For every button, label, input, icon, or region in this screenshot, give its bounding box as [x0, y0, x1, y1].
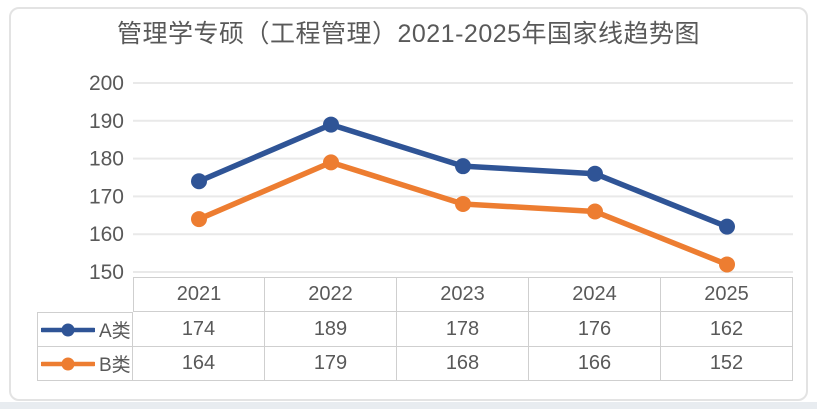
- value-cell-b-2021: 164: [133, 347, 265, 381]
- y-axis-tick-label: 190: [89, 110, 124, 133]
- value-cell-b-2024: 166: [529, 347, 661, 381]
- series-a-label: A类: [99, 321, 131, 342]
- year-header-cell: 2025: [661, 277, 793, 312]
- value-cell-a-2024: 176: [529, 312, 661, 347]
- value-cell-a-2022: 189: [265, 312, 397, 347]
- value-cell-b-2025: 152: [661, 347, 793, 381]
- y-axis-tick-label: 160: [89, 223, 124, 246]
- year-header-cell: 2022: [265, 277, 397, 312]
- series-a-legend-key-icon: [41, 323, 95, 336]
- year-header-cell: 2021: [133, 277, 265, 312]
- y-axis-tick-label: 200: [89, 72, 124, 95]
- page-bottom-strip: [0, 402, 817, 409]
- value-cell-a-2023: 178: [397, 312, 529, 347]
- year-header-cell: 2024: [529, 277, 661, 312]
- series-b-label: B类: [99, 355, 131, 376]
- value-cell-b-2023: 168: [397, 347, 529, 381]
- series-b-legend-cell: B类: [37, 347, 133, 381]
- value-cell-b-2022: 179: [265, 347, 397, 381]
- series-a-legend-cell: A类: [37, 312, 133, 347]
- value-cell-a-2025: 162: [661, 312, 793, 347]
- table-corner-cell: [37, 277, 133, 312]
- data-table: 2021 2022 2023 2024 2025 A类 174 189 178 …: [37, 277, 793, 381]
- y-axis-tick-label: 180: [89, 148, 124, 171]
- value-cell-a-2021: 174: [133, 312, 265, 347]
- chart-title: 管理学专硕（工程管理）2021-2025年国家线趋势图: [116, 20, 701, 48]
- series-b-legend-key-icon: [41, 357, 95, 370]
- y-axis-tick-label: 150: [89, 261, 124, 284]
- y-axis-tick-label: 170: [89, 185, 124, 208]
- year-header-cell: 2023: [397, 277, 529, 312]
